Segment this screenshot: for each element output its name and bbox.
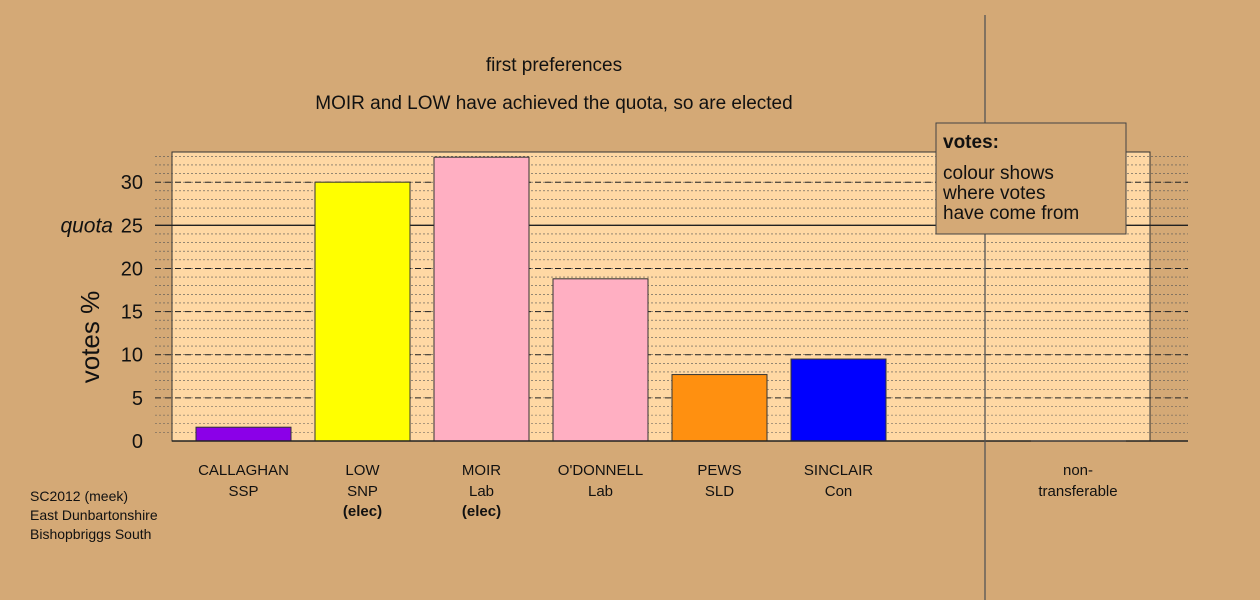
legend-title: votes: <box>943 132 999 153</box>
legend-line-2: where votes <box>942 183 1045 204</box>
x-label-name: MOIR <box>462 462 501 479</box>
non-transferable-group: non- transferable <box>1031 440 1126 500</box>
bar <box>433 156 530 442</box>
y-axis: 0 5 10 15 20 25 30 <box>121 172 143 453</box>
bar <box>671 374 768 442</box>
x-label-name: LOW <box>345 462 380 479</box>
legend: votes: colour shows where votes have com… <box>935 122 1127 235</box>
y-tick-label: 20 <box>121 258 143 280</box>
legend-box <box>935 122 1127 235</box>
chart-title: first preferences <box>486 55 622 76</box>
x-label-party: SSP <box>228 483 258 500</box>
bars <box>195 156 887 442</box>
x-label-name: CALLAGHAN <box>198 462 289 479</box>
y-tick-label: 15 <box>121 302 143 324</box>
y-tick-label: 30 <box>121 172 143 194</box>
y-tick-label: 25 <box>121 215 143 237</box>
x-label-party: Lab <box>588 483 613 500</box>
x-label-party: SLD <box>705 483 734 500</box>
y-tick-label: 10 <box>121 345 143 367</box>
x-label-name: SINCLAIR <box>804 462 873 479</box>
legend-line-3: have come from <box>943 203 1079 224</box>
x-label-name: PEWS <box>697 462 741 479</box>
quota-label: quota <box>60 214 113 237</box>
bar <box>790 358 887 442</box>
bar <box>195 426 292 442</box>
bar <box>314 181 411 442</box>
footnote-line-2: East Dunbartonshire <box>30 507 158 523</box>
footnote-line-3: Bishopbriggs South <box>30 526 152 542</box>
bar <box>552 278 649 442</box>
x-label-status: (elec) <box>343 503 382 520</box>
x-label-party: Con <box>825 483 853 500</box>
footnote: SC2012 (meek) East Dunbartonshire Bishop… <box>30 487 158 544</box>
y-tick-label: 0 <box>132 431 143 453</box>
x-label-status: (elec) <box>462 503 501 520</box>
x-label-party: SNP <box>347 483 378 500</box>
chart-subtitle: MOIR and LOW have achieved the quota, so… <box>315 93 792 114</box>
y-axis-label: votes % <box>75 291 105 384</box>
y-tick-label: 5 <box>132 388 143 410</box>
x-label-name: O'DONNELL <box>558 462 643 479</box>
legend-line-1: colour shows <box>943 163 1054 184</box>
footnote-line-1: SC2012 (meek) <box>30 488 129 504</box>
x-label-party: Lab <box>469 483 494 500</box>
non-transferable-label-2: transferable <box>1038 483 1117 500</box>
x-labels: CALLAGHAN SSP LOW SNP (elec) MOIR Lab (elec) O'D… <box>198 462 873 520</box>
non-transferable-label-1: non- <box>1063 462 1093 479</box>
